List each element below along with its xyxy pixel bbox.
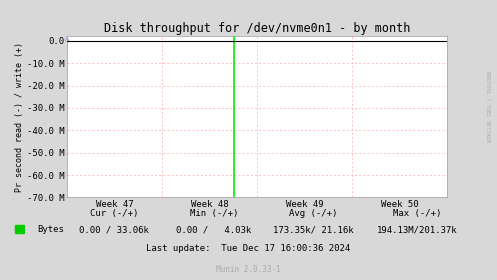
FancyBboxPatch shape <box>15 225 24 233</box>
Text: 194.13M/201.37k: 194.13M/201.37k <box>377 225 458 234</box>
Text: 173.35k/ 21.16k: 173.35k/ 21.16k <box>273 225 353 234</box>
Text: Cur (-/+): Cur (-/+) <box>90 209 139 218</box>
Text: Min (-/+): Min (-/+) <box>189 209 238 218</box>
Text: Avg (-/+): Avg (-/+) <box>289 209 337 218</box>
Text: Munin 2.0.33-1: Munin 2.0.33-1 <box>216 265 281 274</box>
Text: Bytes: Bytes <box>37 225 64 234</box>
Title: Disk throughput for /dev/nvme0n1 - by month: Disk throughput for /dev/nvme0n1 - by mo… <box>104 22 411 35</box>
Text: Last update:  Tue Dec 17 16:00:36 2024: Last update: Tue Dec 17 16:00:36 2024 <box>147 244 350 253</box>
Text: 0.00 / 33.06k: 0.00 / 33.06k <box>80 225 149 234</box>
Text: Max (-/+): Max (-/+) <box>393 209 442 218</box>
Text: 0.00 /   4.03k: 0.00 / 4.03k <box>176 225 251 234</box>
Y-axis label: Pr second read (-) / write (+): Pr second read (-) / write (+) <box>15 42 24 192</box>
Text: RRDTOOL / TOBI OETIKER: RRDTOOL / TOBI OETIKER <box>486 71 491 142</box>
